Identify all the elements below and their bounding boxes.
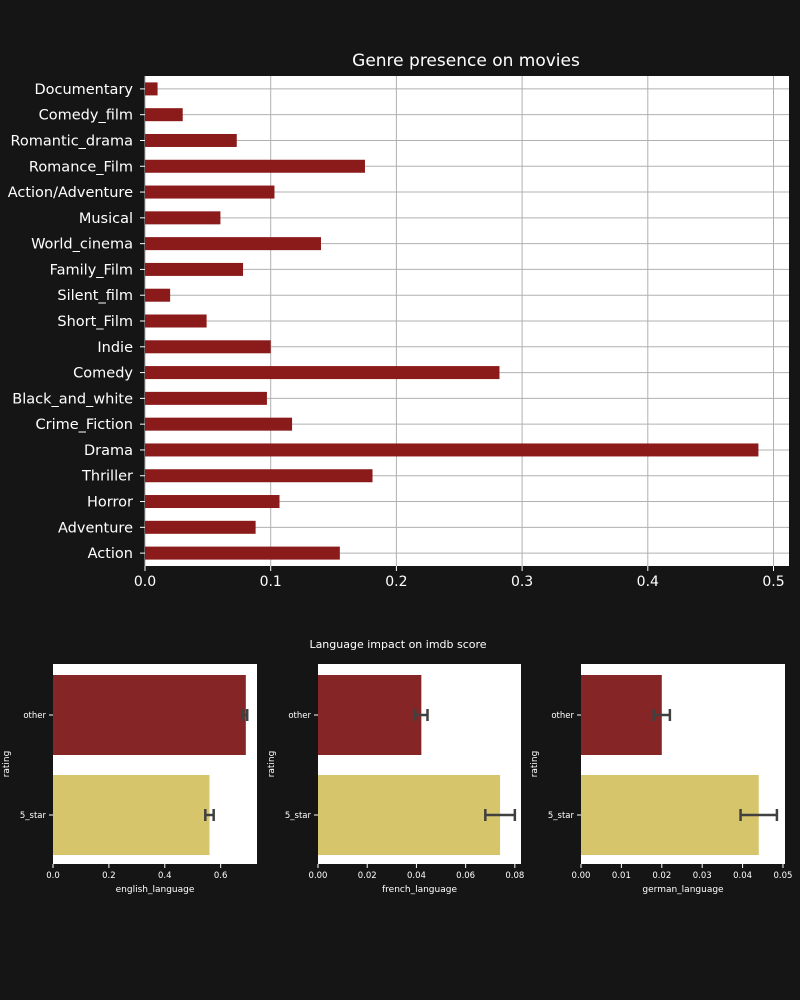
genre-category-label: Indie (97, 340, 133, 356)
genre-category-label: Musical (79, 211, 133, 227)
genre-category-label: Action/Adventure (8, 185, 133, 201)
genre-x-tick-label: 0.1 (260, 574, 282, 590)
genre-category-label: Crime_Fiction (36, 417, 133, 433)
genre-category-label: Silent_film (57, 288, 133, 304)
genre-bars (145, 82, 759, 560)
genre-bar (145, 469, 373, 483)
language-x-tick-label: 0.6 (214, 871, 228, 881)
genre-category-label: Comedy (73, 366, 133, 382)
language-x-tick-label: 0.0 (46, 871, 60, 881)
genre-category-labels: Documentary Comedy_film Romantic_drama Roma… (8, 82, 145, 562)
language-chart-suptitle: Language impact on imdb score (309, 638, 486, 651)
genre-bar (145, 185, 275, 199)
genre-bar (145, 211, 221, 225)
genre-x-tick-label: 0.5 (762, 574, 784, 590)
genre-bar (145, 495, 280, 509)
genre-category-label: Adventure (58, 520, 133, 536)
language-category-label: 5_star (285, 811, 312, 821)
genre-bar (145, 237, 321, 251)
language-x-axis-label: english_language (116, 885, 195, 895)
language-bar (318, 775, 501, 855)
genre-bar (145, 443, 759, 457)
genre-x-tick-label: 0.2 (385, 574, 407, 590)
language-x-tick-label: 0.03 (693, 871, 712, 881)
genre-x-ticks: 0.0 0.1 0.2 0.3 0.4 0.5 (134, 566, 785, 590)
genre-category-label: Short_Film (57, 314, 133, 330)
language-bar (318, 675, 422, 755)
language-subplot: other 5_star 0.0 0.2 0.4 0.6 english_language r… (2, 664, 257, 895)
genre-x-tick-label: 0.3 (511, 574, 533, 590)
language-x-tick-label: 0.01 (612, 871, 631, 881)
language-y-axis-label: rating (530, 751, 540, 778)
language-subplots: other 5_star 0.0 0.2 0.4 0.6 english_language r… (2, 664, 792, 895)
language-x-tick-label: 0.05 (774, 871, 793, 881)
genre-category-label: Drama (84, 443, 133, 459)
language-subplot: other 5_star 0.00 0.01 0.02 0.03 0.04 0.05 germa… (530, 664, 792, 895)
genre-bar (145, 108, 183, 122)
language-x-tick-label: 0.04 (407, 871, 426, 881)
language-category-label: 5_star (20, 811, 47, 821)
genre-bar (145, 133, 237, 147)
genre-bar (145, 82, 158, 96)
genre-category-label: Documentary (34, 82, 133, 98)
genre-category-label: World_cinema (31, 237, 133, 253)
language-y-axis-label: rating (2, 751, 12, 778)
language-x-tick-label: 0.4 (158, 871, 172, 881)
language-chart: Language impact on imdb score other 5_sta… (2, 638, 792, 895)
language-x-axis-label: french_language (382, 885, 457, 895)
language-bar (53, 675, 246, 755)
genre-x-tick-label: 0.0 (134, 574, 156, 590)
genre-bar (145, 366, 500, 380)
language-category-label: other (288, 711, 311, 721)
genre-category-label: Romantic_drama (11, 133, 134, 149)
language-y-axis-label: rating (267, 751, 277, 778)
language-x-tick-label: 0.06 (456, 871, 475, 881)
genre-bar (145, 262, 244, 276)
genre-bar (145, 314, 207, 328)
genre-category-label: Family_Film (50, 262, 133, 278)
genre-category-label: Romance_Film (29, 159, 133, 175)
genre-category-label: Action (88, 546, 133, 562)
genre-bar (145, 546, 340, 560)
genre-x-tick-label: 0.4 (637, 574, 659, 590)
genre-chart: Genre presence on movies Documentary Come… (8, 51, 789, 590)
genre-category-label: Black_and_white (12, 391, 133, 407)
language-category-label: other (551, 711, 574, 721)
language-x-tick-label: 0.04 (733, 871, 752, 881)
language-x-axis-label: german_language (642, 885, 724, 895)
language-x-tick-label: 0.00 (572, 871, 591, 881)
genre-category-label: Thriller (81, 469, 133, 485)
genre-bar (145, 159, 365, 173)
genre-category-label: Horror (87, 495, 133, 511)
language-bar (581, 775, 759, 855)
language-x-tick-label: 0.02 (358, 871, 377, 881)
genre-chart-title: Genre presence on movies (352, 51, 580, 71)
language-x-tick-label: 0.02 (652, 871, 671, 881)
language-category-label: other (23, 711, 46, 721)
language-subplot: other 5_star 0.00 0.02 0.04 0.06 0.08 french_la… (267, 664, 524, 895)
genre-bar (145, 520, 256, 534)
language-x-tick-label: 0.00 (309, 871, 328, 881)
genre-bar (145, 288, 171, 302)
genre-bar (145, 417, 293, 431)
language-bar (581, 675, 662, 755)
genre-bar (145, 340, 271, 354)
language-x-tick-label: 0.2 (102, 871, 116, 881)
language-category-label: 5_star (548, 811, 575, 821)
language-x-tick-label: 0.08 (505, 871, 524, 881)
genre-category-label: Comedy_film (39, 108, 133, 124)
genre-bar (145, 391, 267, 405)
language-bar (53, 775, 210, 855)
